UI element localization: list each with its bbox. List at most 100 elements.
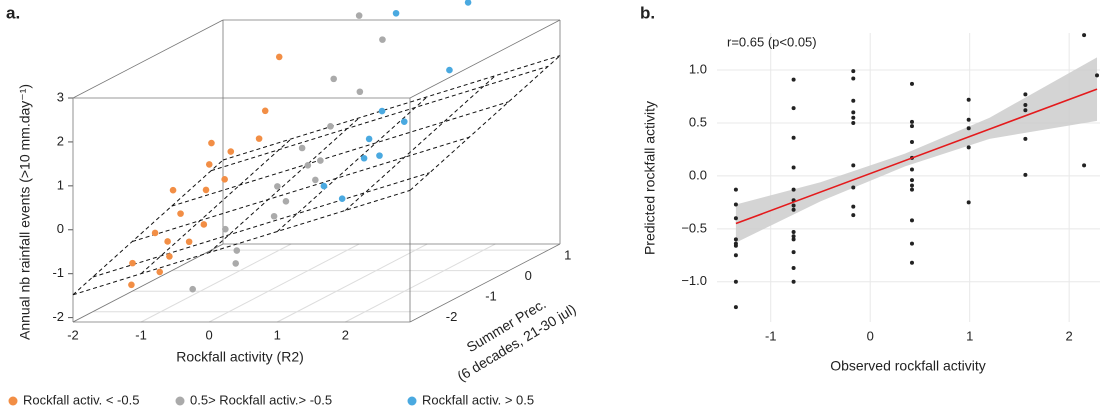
z-tick-label: 1 (57, 177, 64, 192)
data-point (355, 12, 363, 19)
panel-label: a. (6, 3, 20, 22)
data-point (222, 225, 229, 233)
data-point (909, 218, 914, 223)
data-point (1082, 163, 1087, 168)
data-point (177, 210, 184, 217)
y-tick-label: −0.5 (681, 220, 707, 235)
data-point (791, 77, 796, 82)
data-point (791, 203, 796, 208)
data-point (909, 81, 914, 86)
box-edge (72, 19, 224, 99)
x-tick-label: 2 (1066, 328, 1073, 343)
data-point (733, 237, 738, 242)
data-point (1082, 33, 1087, 38)
x-tick-label: -1 (135, 327, 147, 342)
x-tick-label: -2 (67, 327, 79, 342)
data-point (909, 183, 914, 188)
data-point (791, 266, 796, 271)
data-point (298, 144, 306, 152)
data-point (851, 110, 856, 115)
data-point (221, 176, 228, 183)
data-point (909, 178, 914, 183)
box-edge (409, 19, 561, 99)
y-axis-title: Predicted rockfall activity (642, 101, 658, 255)
floor-grid-line (140, 243, 292, 323)
data-point (966, 126, 971, 131)
z-axis-title: Annual nb rainfall events (>10 mm.day⁻¹) (17, 84, 33, 340)
data-point (360, 154, 368, 162)
data-point (851, 76, 856, 81)
fit-plane-line (222, 55, 561, 161)
data-point (169, 186, 177, 194)
data-point (189, 285, 196, 293)
x-axis-title: Observed rockfall activity (830, 358, 986, 374)
data-point (156, 268, 164, 276)
data-point (909, 140, 914, 145)
data-point (791, 234, 796, 239)
data-point (733, 187, 738, 192)
x-axis-title: Rockfall activity (R2) (176, 349, 304, 365)
data-point (376, 152, 383, 159)
data-point (791, 165, 796, 170)
fit-plane-line (72, 159, 224, 296)
data-point (304, 161, 312, 169)
data-point (464, 0, 472, 6)
depth-tick-label: -1 (485, 289, 497, 304)
data-point (379, 36, 386, 43)
data-point (275, 53, 283, 61)
data-point (909, 124, 914, 129)
data-point (909, 241, 914, 246)
data-point (851, 204, 856, 209)
data-point (205, 161, 213, 168)
legend-marker (8, 396, 18, 406)
data-point (791, 279, 796, 284)
data-point (851, 120, 856, 125)
box-edge (409, 243, 561, 323)
data-point (966, 145, 971, 150)
fit-plane-line (132, 136, 470, 243)
floor-grid-line (277, 243, 428, 323)
data-point (851, 185, 856, 190)
fit-plane-line (276, 96, 428, 232)
z-tick-label: 0 (57, 221, 64, 236)
data-point (733, 202, 738, 207)
legend-label: 0.5> Rockfall activ.> -0.5 (190, 392, 332, 407)
data-point (791, 187, 796, 192)
data-point (791, 237, 796, 242)
data-point (202, 186, 210, 194)
z-tick-label: 2 (57, 133, 64, 148)
data-point (966, 117, 971, 122)
data-point (151, 229, 159, 237)
fit-line (735, 88, 1098, 225)
data-point (909, 119, 914, 124)
data-point (338, 195, 346, 202)
data-point (1023, 136, 1028, 141)
data-point (227, 148, 235, 155)
data-point (232, 260, 240, 267)
data-point (851, 115, 856, 120)
x-tick-label: 1 (274, 327, 281, 342)
data-point (392, 9, 400, 17)
data-point (356, 88, 364, 96)
fit-plane-line (72, 189, 411, 296)
legend-label: Rockfall activ. > 0.5 (422, 392, 534, 407)
x-tick-label: 0 (867, 328, 874, 343)
data-point (320, 182, 328, 190)
data-point (312, 176, 319, 184)
data-point (851, 213, 856, 218)
data-point (274, 183, 281, 190)
data-point (851, 163, 856, 168)
depth-tick-label: 1 (564, 248, 571, 263)
data-point (791, 106, 796, 111)
data-point (129, 259, 136, 267)
x-tick-label: -1 (765, 328, 777, 343)
data-point (200, 221, 208, 228)
panel-label: b. (640, 3, 655, 22)
depth-tick-label: -2 (446, 309, 458, 324)
fit-plane-line (211, 65, 549, 172)
data-point (909, 260, 914, 265)
z-tick-label: 3 (57, 89, 64, 104)
data-point (791, 135, 796, 140)
data-point (327, 123, 334, 130)
